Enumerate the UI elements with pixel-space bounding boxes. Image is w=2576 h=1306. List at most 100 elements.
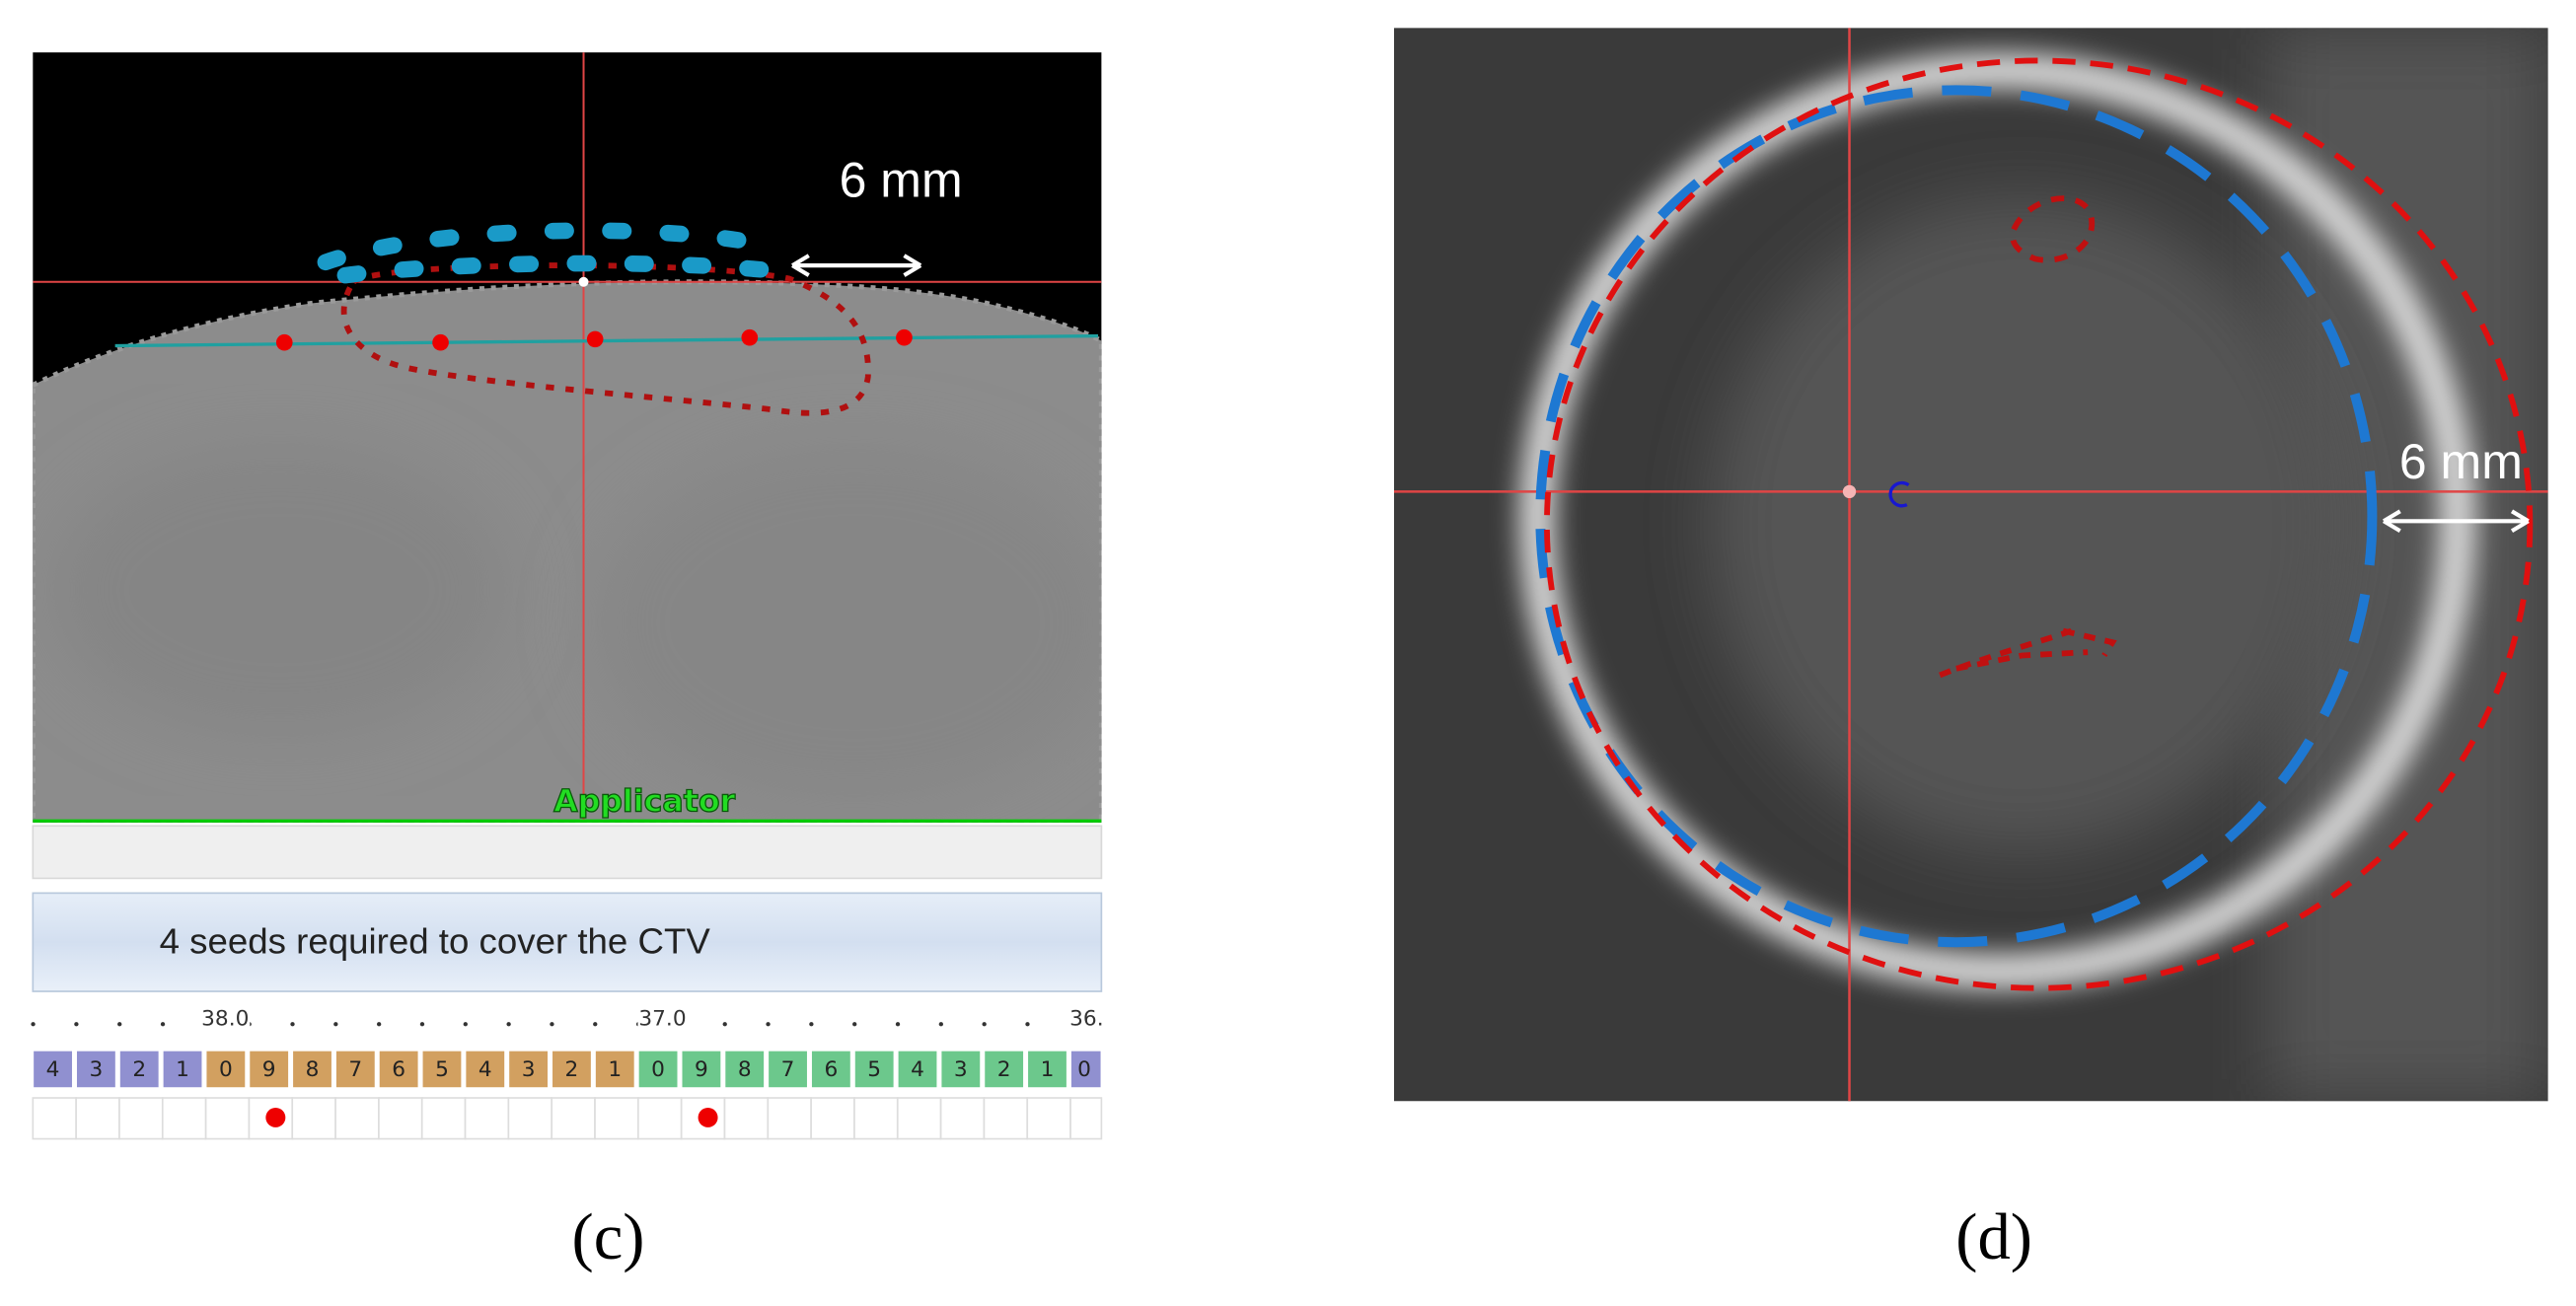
segment-label: 1 — [608, 1057, 622, 1082]
segment-cell — [291, 1050, 333, 1089]
ruler-dot — [895, 1022, 901, 1027]
ctv-contour — [340, 262, 871, 416]
seed-slot — [1069, 1097, 1103, 1140]
caption: (d) — [1955, 1201, 2032, 1273]
status-box — [32, 892, 1103, 992]
seed-slot — [204, 1097, 251, 1140]
ruler-dot — [506, 1022, 511, 1027]
tissue-shade — [591, 442, 1102, 803]
seed-slot — [853, 1097, 899, 1140]
distance-arrow — [791, 254, 922, 277]
segment-cell — [810, 1050, 852, 1089]
segment-cell — [680, 1050, 722, 1089]
seed-slot — [507, 1097, 553, 1140]
segment-label: 5 — [867, 1057, 881, 1082]
seed-slot — [378, 1097, 423, 1140]
segment-label: 7 — [781, 1057, 795, 1082]
applicator-label: Applicator — [553, 783, 736, 819]
seed-slot — [464, 1097, 510, 1140]
seed-slot — [161, 1097, 207, 1140]
segment-label: 5 — [435, 1057, 449, 1082]
ruler-dot — [463, 1022, 468, 1027]
segment-label: 1 — [1041, 1057, 1055, 1082]
segment-label: 0 — [1077, 1057, 1091, 1082]
segment-cell — [32, 1050, 74, 1089]
seed-slot — [810, 1097, 855, 1140]
seed-positions — [275, 328, 913, 351]
segment-cell — [723, 1050, 766, 1089]
seed-slot — [767, 1097, 812, 1140]
seed-slot — [1026, 1097, 1071, 1140]
segment-label: 9 — [262, 1057, 276, 1082]
contour-fragment — [1939, 627, 2117, 679]
ruler-dot — [982, 1022, 987, 1027]
seed-slot — [118, 1097, 164, 1140]
segment-label: 7 — [348, 1057, 362, 1082]
segment-label: 9 — [695, 1057, 708, 1082]
ruler-label: 36. — [1069, 1006, 1103, 1031]
ruler-label-bg — [1062, 1004, 1112, 1031]
ruler: 38.0 37.0 36. — [31, 1004, 1112, 1031]
ruler-dot — [117, 1022, 122, 1027]
seed-slot — [983, 1097, 1029, 1140]
segment-cell — [334, 1050, 377, 1089]
segment-cell — [637, 1050, 680, 1089]
ruler-dot — [722, 1022, 727, 1027]
dose-contour — [317, 222, 778, 271]
segment-cell — [594, 1050, 636, 1089]
segment-label: 4 — [911, 1057, 924, 1082]
seed-slot-row — [32, 1097, 1103, 1140]
ruler-label: 38.0 — [201, 1006, 249, 1031]
segment-cell — [1026, 1050, 1068, 1089]
ruler-dot — [290, 1022, 295, 1027]
segment-label: 8 — [738, 1057, 752, 1082]
toolbar — [32, 825, 1103, 880]
seed-slot — [637, 1097, 683, 1140]
segment-label: 0 — [219, 1057, 233, 1082]
segment-cell — [420, 1050, 464, 1089]
seed-slot — [551, 1097, 596, 1140]
segment-cell — [853, 1050, 896, 1089]
ruler-dot — [593, 1022, 598, 1027]
contour-fragment — [2010, 195, 2096, 263]
segment-cell — [551, 1050, 593, 1089]
tissue-shade — [48, 442, 510, 738]
ruler-label-bg — [200, 1004, 251, 1031]
distance-label: 6 mm — [840, 152, 963, 207]
distance-arrow — [2382, 509, 2530, 534]
ruler-dot — [74, 1022, 79, 1027]
ruler-dot — [160, 1022, 166, 1027]
ruler-dot — [938, 1022, 944, 1027]
seed-slot — [75, 1097, 120, 1140]
dose-contour — [1535, 85, 2378, 948]
ruler-dot — [852, 1022, 857, 1027]
segment-cell — [1069, 1050, 1103, 1089]
segment-cell — [118, 1050, 161, 1089]
ruler-dot — [333, 1022, 338, 1027]
panel-d: 6 mm — [1393, 28, 2548, 1102]
segment-label: 6 — [824, 1057, 838, 1082]
segment-label: 2 — [997, 1057, 1011, 1082]
seed-dot — [698, 1107, 718, 1127]
marker — [1888, 480, 1910, 508]
ruler-dot — [766, 1022, 771, 1027]
segment-cell — [983, 1050, 1025, 1089]
segment-label: 3 — [522, 1057, 536, 1082]
segment-label: 3 — [954, 1057, 968, 1082]
segment-cell — [767, 1050, 809, 1089]
crosshair-center — [1842, 484, 1857, 499]
seed-slot — [291, 1097, 336, 1140]
crosshair-center — [578, 276, 589, 287]
seed-slot — [723, 1097, 770, 1140]
seed-slot — [420, 1097, 467, 1140]
segment-cell — [939, 1050, 982, 1089]
segment-label: 4 — [46, 1057, 60, 1082]
segment-label: 6 — [392, 1057, 405, 1082]
panel-c: 6 mm Applicator 4 seeds required to cove… — [31, 52, 1112, 1140]
seed-slot — [896, 1097, 942, 1140]
segment-label: 0 — [651, 1057, 665, 1082]
caption: (c) — [572, 1201, 645, 1273]
